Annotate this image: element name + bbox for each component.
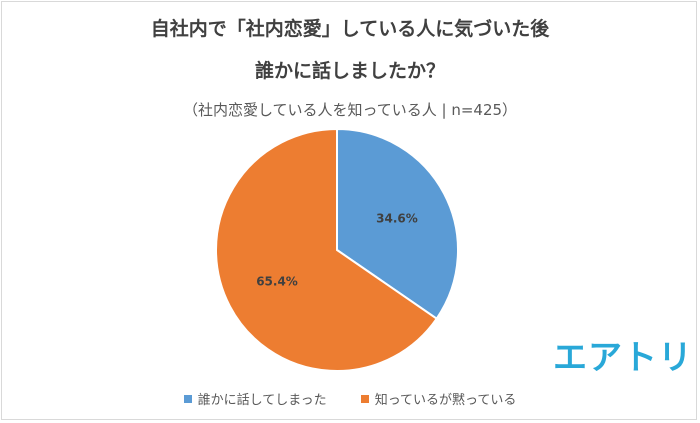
- chart-title-line-2: 誰かに話しましたか？: [254, 60, 445, 82]
- legend-swatch-orange: [360, 394, 369, 403]
- pie-label-silent: 65.4%: [256, 275, 298, 289]
- chart-legend: 誰かに話してしまった 知っているが黙っている: [0, 389, 700, 408]
- chart-subtitle: （社内恋愛している人を知っている人 | n=425）: [182, 101, 518, 119]
- pie-slice-told: [336, 127, 459, 321]
- pie-slice-silent: [215, 127, 439, 372]
- airtrip-logo: エアトリ: [553, 338, 693, 378]
- legend-item-silent: 知っているが黙っている: [360, 389, 517, 408]
- legend-item-told: 誰かに話してしまった: [183, 389, 327, 408]
- legend-swatch-blue: [183, 394, 192, 403]
- chart-title-line-1: 自社内で「社内恋愛」している人に気づいた後: [150, 18, 550, 40]
- legend-label-told: 誰かに話してしまった: [197, 393, 327, 408]
- legend-label-silent: 知っているが黙っている: [374, 393, 517, 408]
- pie-label-told: 34.6%: [376, 211, 418, 225]
